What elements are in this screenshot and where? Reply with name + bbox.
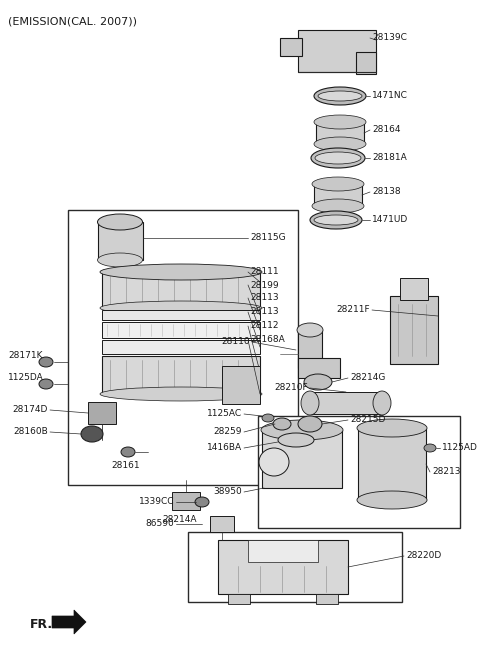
Text: 28259: 28259: [214, 428, 242, 436]
Text: 1125AC: 1125AC: [207, 409, 242, 418]
Bar: [358, 428, 426, 500]
Bar: [316, 122, 364, 144]
Bar: [298, 330, 322, 368]
Ellipse shape: [314, 215, 358, 225]
Text: 28181A: 28181A: [372, 154, 407, 163]
Ellipse shape: [273, 418, 291, 430]
Bar: [356, 52, 376, 74]
Ellipse shape: [121, 447, 135, 457]
Bar: [314, 184, 362, 206]
Ellipse shape: [297, 323, 323, 337]
Text: 28112: 28112: [250, 322, 278, 331]
Text: 28110: 28110: [221, 337, 250, 347]
Bar: [298, 358, 340, 378]
Ellipse shape: [312, 199, 364, 213]
Ellipse shape: [259, 448, 289, 476]
Bar: [102, 272, 260, 308]
Text: 86590: 86590: [145, 519, 174, 529]
Text: 28113: 28113: [250, 293, 278, 302]
Ellipse shape: [39, 357, 53, 367]
Bar: [210, 516, 234, 532]
Ellipse shape: [314, 87, 366, 105]
Text: 28160B: 28160B: [13, 428, 48, 436]
Ellipse shape: [100, 264, 262, 280]
Ellipse shape: [81, 426, 103, 442]
Ellipse shape: [97, 253, 143, 267]
Ellipse shape: [424, 444, 436, 452]
Ellipse shape: [312, 177, 364, 191]
Bar: [102, 322, 260, 338]
Ellipse shape: [100, 301, 262, 315]
Ellipse shape: [262, 414, 274, 422]
Text: 28111: 28111: [250, 268, 278, 277]
Bar: [88, 402, 116, 424]
Bar: [298, 30, 376, 72]
Bar: [98, 222, 143, 260]
Bar: [258, 416, 460, 528]
Ellipse shape: [261, 420, 343, 440]
Bar: [172, 492, 200, 510]
Text: 28210F: 28210F: [275, 384, 308, 393]
Text: 1125AD: 1125AD: [442, 444, 478, 453]
Ellipse shape: [315, 152, 361, 164]
Bar: [188, 532, 402, 602]
Text: 1471UD: 1471UD: [372, 215, 408, 225]
Bar: [102, 340, 260, 354]
Ellipse shape: [97, 214, 143, 230]
Ellipse shape: [311, 148, 365, 168]
Text: 28139C: 28139C: [372, 34, 407, 42]
Bar: [102, 310, 260, 320]
Text: 28211F: 28211F: [336, 306, 370, 314]
Bar: [390, 296, 438, 364]
Ellipse shape: [278, 433, 314, 447]
Text: 38950: 38950: [213, 488, 242, 496]
Text: 1339CC: 1339CC: [139, 498, 174, 507]
Text: FR.: FR.: [30, 617, 53, 631]
Ellipse shape: [357, 419, 427, 437]
Text: 1125DA: 1125DA: [8, 374, 44, 382]
Ellipse shape: [100, 387, 262, 401]
Bar: [222, 366, 260, 404]
Text: 28113: 28113: [250, 308, 278, 316]
Text: 28174D: 28174D: [12, 405, 48, 415]
Bar: [228, 594, 250, 604]
Ellipse shape: [314, 115, 366, 129]
Bar: [400, 278, 428, 300]
Text: 28164: 28164: [372, 125, 400, 134]
Ellipse shape: [357, 491, 427, 509]
Ellipse shape: [318, 91, 362, 101]
Ellipse shape: [304, 374, 332, 390]
Ellipse shape: [310, 211, 362, 229]
Bar: [102, 356, 260, 394]
Bar: [310, 392, 382, 414]
Text: 28214A: 28214A: [163, 515, 197, 525]
Bar: [68, 210, 298, 485]
Ellipse shape: [373, 391, 391, 415]
Bar: [316, 594, 338, 604]
Ellipse shape: [195, 497, 209, 507]
Text: 1471NC: 1471NC: [372, 92, 408, 101]
Text: 28161: 28161: [112, 461, 140, 471]
Text: 28171K: 28171K: [8, 351, 43, 360]
Ellipse shape: [314, 137, 366, 151]
Text: 28215D: 28215D: [350, 416, 385, 424]
Bar: [262, 430, 342, 488]
Ellipse shape: [39, 379, 53, 389]
Text: 28199: 28199: [250, 281, 278, 289]
Bar: [248, 540, 318, 562]
Bar: [280, 38, 302, 56]
Text: (EMISSION(CAL. 2007)): (EMISSION(CAL. 2007)): [8, 16, 137, 26]
Text: 28220D: 28220D: [406, 552, 441, 561]
Text: 28138: 28138: [372, 188, 401, 196]
Ellipse shape: [301, 391, 319, 415]
Bar: [218, 540, 348, 594]
Ellipse shape: [298, 416, 322, 432]
Polygon shape: [52, 610, 86, 634]
Text: 28115G: 28115G: [250, 233, 286, 243]
Text: 28214G: 28214G: [350, 374, 385, 382]
Text: 28213: 28213: [432, 467, 460, 476]
Text: 1416BA: 1416BA: [207, 444, 242, 453]
Text: 28168A: 28168A: [250, 335, 285, 345]
